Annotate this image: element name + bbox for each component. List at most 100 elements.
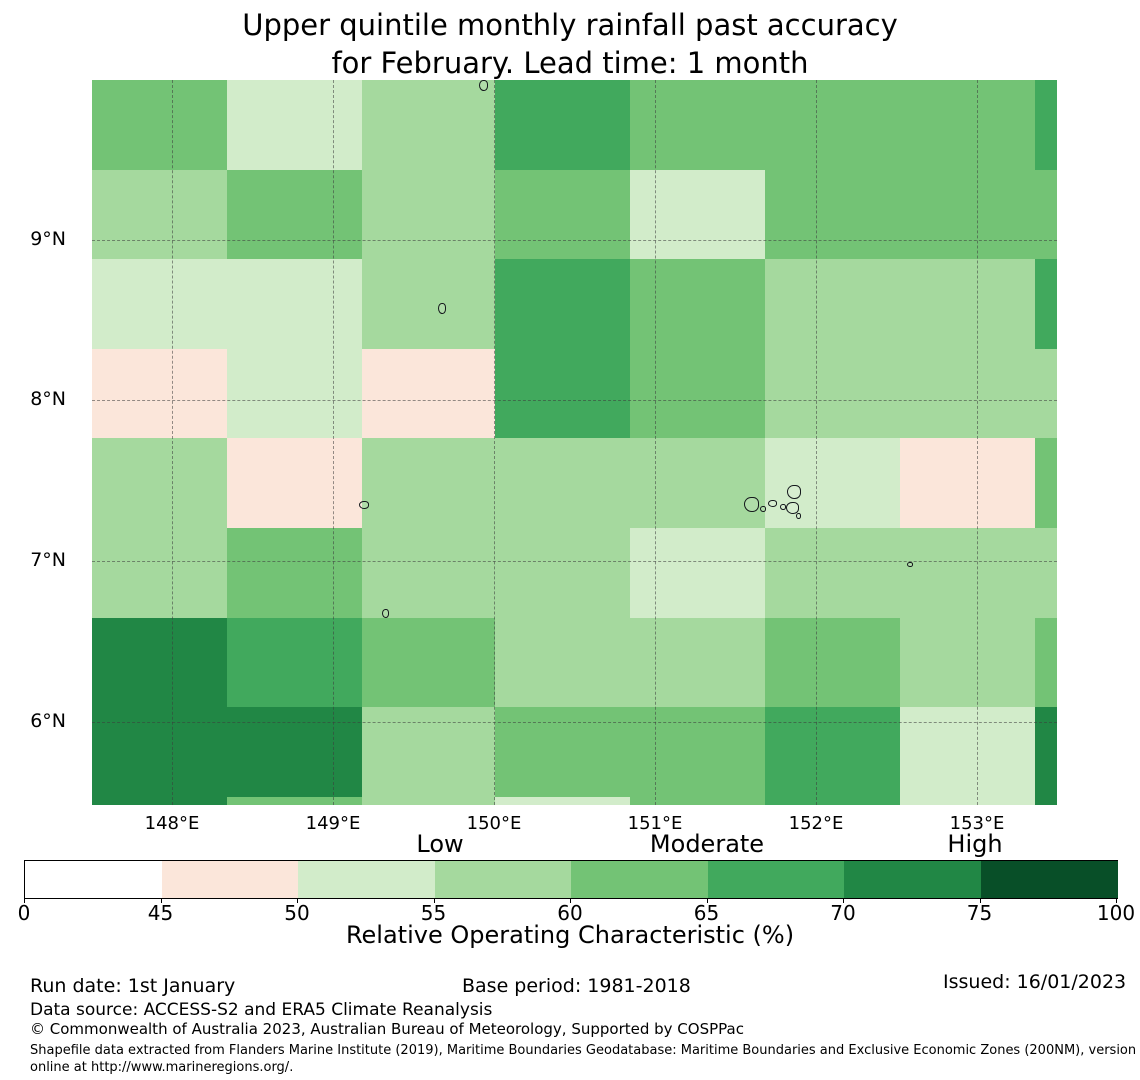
map-cell xyxy=(630,80,766,171)
y-axis-tick-label: 7°N xyxy=(30,549,66,571)
map-cell xyxy=(765,707,901,798)
longitude-gridline xyxy=(655,80,656,805)
island-outline xyxy=(786,502,799,514)
island-outline xyxy=(768,500,777,507)
y-axis-tick-label: 6°N xyxy=(30,710,66,732)
footer-data-source: Data source: ACCESS-S2 and ERA5 Climate … xyxy=(30,1000,493,1020)
island-outline xyxy=(760,506,766,512)
footer-shapefile-line2: online at http://www.marineregions.org/. xyxy=(30,1060,294,1075)
colorbar-tick-label: 70 xyxy=(830,901,856,925)
y-axis-tick-label: 9°N xyxy=(30,228,66,250)
map-cell xyxy=(900,707,1036,798)
x-axis-tick-label: 148°E xyxy=(144,813,200,834)
map-cell xyxy=(92,797,228,805)
colorbar-tick xyxy=(24,899,25,903)
chart-title-line2: for February. Lead time: 1 month xyxy=(331,46,809,80)
map-cell xyxy=(765,349,901,439)
colorbar-tick xyxy=(297,899,298,903)
map-cell xyxy=(900,80,1036,171)
colorbar-segment xyxy=(844,861,981,898)
map-cell xyxy=(630,170,766,260)
x-axis-tick-label: 151°E xyxy=(627,813,683,834)
colorbar-tick-label: 65 xyxy=(693,901,720,925)
map-cell xyxy=(92,349,228,439)
colorbar-tick xyxy=(979,899,981,903)
map-cell xyxy=(92,528,228,619)
x-axis-tick-label: 153°E xyxy=(949,813,1005,834)
map-cell xyxy=(630,438,766,529)
colorbar-label-moderate: Moderate xyxy=(649,830,765,858)
map-cell xyxy=(227,170,363,260)
map-cell xyxy=(1035,528,1057,619)
map-cell xyxy=(362,438,496,529)
map-cell xyxy=(1035,170,1057,260)
footer-shapefile-line1: Shapefile data extracted from Flanders M… xyxy=(30,1043,1140,1058)
map-cell xyxy=(630,618,766,708)
footer-shapefile-attribution: Shapefile data extracted from Flanders M… xyxy=(30,1042,1140,1076)
chart-title-line1: Upper quintile monthly rainfall past acc… xyxy=(242,8,898,42)
latitude-gridline xyxy=(92,722,1057,723)
map-cell xyxy=(92,170,228,260)
colorbar-tick xyxy=(1116,899,1117,903)
map-cell xyxy=(765,170,901,260)
longitude-gridline xyxy=(816,80,817,805)
map-cell xyxy=(362,170,496,260)
colorbar-tick xyxy=(706,899,708,903)
island-outline xyxy=(787,485,801,499)
map-cell xyxy=(362,80,496,171)
island-outline xyxy=(438,303,446,314)
map-cell xyxy=(765,80,901,171)
map-cell xyxy=(495,170,631,260)
map-cell xyxy=(765,797,901,805)
map-cell xyxy=(900,797,1036,805)
map-cell xyxy=(495,618,631,708)
colorbar xyxy=(24,860,1118,899)
x-axis-tick-label: 150°E xyxy=(466,813,522,834)
colorbar-label-low: Low xyxy=(416,830,464,858)
island-outline xyxy=(382,609,389,618)
map-cell xyxy=(900,349,1036,439)
footer-issued: Issued: 16/01/2023 xyxy=(943,971,1127,993)
map-cell xyxy=(495,528,631,619)
map-cell xyxy=(630,349,766,439)
footer-copyright: © Commonwealth of Australia 2023, Austra… xyxy=(30,1020,744,1038)
map-cell xyxy=(1035,349,1057,439)
colorbar-tick-label: 100 xyxy=(1096,901,1136,925)
map-cell xyxy=(900,438,1036,529)
map-cell xyxy=(362,528,496,619)
x-axis-tick-label: 149°E xyxy=(305,813,361,834)
map-cell xyxy=(92,618,228,708)
map-cell xyxy=(227,80,363,171)
colorbar-tick-label: 0 xyxy=(17,901,31,925)
footer-base-period: Base period: 1981-2018 xyxy=(462,975,691,997)
map-cell xyxy=(92,259,228,350)
colorbar-tick-label: 50 xyxy=(284,901,310,925)
map-cell xyxy=(495,797,631,805)
map-cell xyxy=(630,259,766,350)
map-cell xyxy=(1035,707,1057,798)
island-outline xyxy=(479,80,488,91)
longitude-gridline xyxy=(172,80,173,805)
map-cell xyxy=(362,707,496,798)
map-cell xyxy=(227,797,363,805)
map-cell xyxy=(227,438,363,529)
colorbar-segment xyxy=(298,861,435,898)
island-outline xyxy=(744,497,759,512)
colorbar-segment xyxy=(25,861,162,898)
map-cell xyxy=(495,438,631,529)
map-cell xyxy=(765,528,901,619)
map-cell xyxy=(630,528,766,619)
longitude-gridline xyxy=(494,80,495,805)
map-cell xyxy=(227,528,363,619)
latitude-gridline xyxy=(92,561,1057,562)
colorbar-tick-label: 60 xyxy=(557,901,583,925)
colorbar-label-high: High xyxy=(947,830,1003,858)
colorbar-tick xyxy=(843,899,844,903)
map-cell xyxy=(1035,797,1057,805)
colorbar-tick xyxy=(160,899,162,903)
map-cell xyxy=(362,259,496,350)
map-cell xyxy=(227,618,363,708)
colorbar-tick xyxy=(570,899,571,903)
map-cell xyxy=(900,528,1036,619)
map-cell xyxy=(227,259,363,350)
